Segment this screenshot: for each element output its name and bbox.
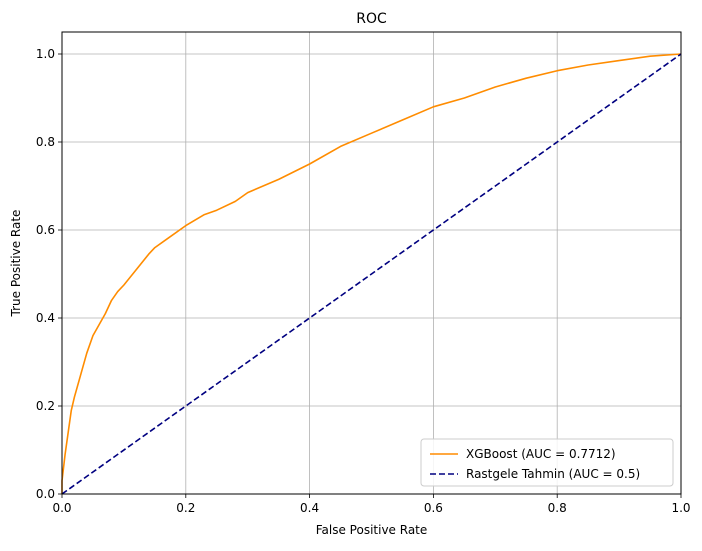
x-tick-label: 0.0 [52,501,71,515]
x-tick-label: 0.2 [176,501,195,515]
legend: XGBoost (AUC = 0.7712) Rastgele Tahmin (A… [420,438,674,487]
x-axis-label: False Positive Rate [316,523,428,537]
plot-frame [61,31,682,495]
y-tick-label: 0.8 [36,135,55,149]
legend-label-1: Rastgele Tahmin (AUC = 0.5) [466,467,640,481]
series-line-1 [61,53,682,495]
grid-layer [61,32,682,495]
tick-layer: 0.0 0.2 0.4 0.6 0.8 1.0 0.0 0.2 0.4 0.6 0.8 1.0 [36,47,691,515]
y-tick-label: 0.2 [36,399,55,413]
series-line-0 [61,53,682,494]
legend-label-0: XGBoost (AUC = 0.7712) [466,447,616,461]
y-tick-label: 0.0 [36,487,55,501]
chart-title: ROC [356,11,387,27]
x-tick-label: 0.8 [548,501,567,515]
y-tick-label: 0.6 [36,223,55,237]
y-axis-label: True Positive Rate [9,210,23,318]
y-tick-label: 1.0 [36,47,55,61]
x-tick-label: 1.0 [671,501,690,515]
series-layer [61,53,682,495]
y-tick-label: 0.4 [36,311,55,325]
x-tick-label: 0.6 [424,501,443,515]
legend-box [420,438,674,487]
x-tick-label: 0.4 [300,501,319,515]
